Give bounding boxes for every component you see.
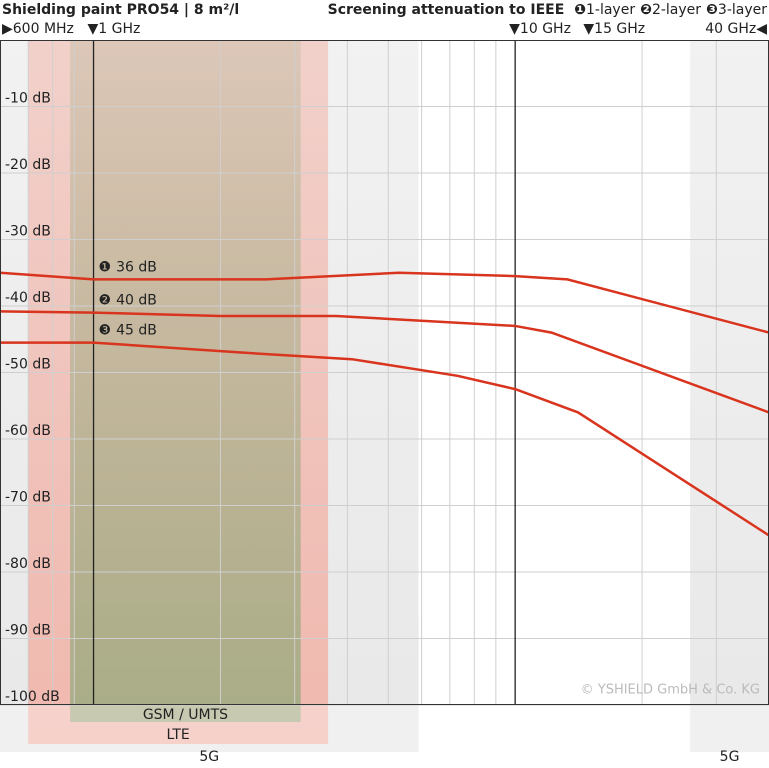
grid — [0, 40, 769, 706]
subtitle: Screening attenuation to IEEE — [328, 2, 565, 18]
legend-symbol: ❶ — [574, 2, 586, 18]
series-line — [0, 310, 769, 414]
y-tick-label: -10 dB — [5, 91, 51, 107]
x-tick-label: 40 GHz◀ — [705, 21, 767, 37]
band-label: 5G — [199, 749, 219, 765]
legend-symbol: ❷ — [640, 2, 652, 18]
y-tick-label: -100 dB — [5, 689, 60, 705]
x-tick-label: ▼1 GHz — [88, 21, 141, 37]
y-tick-label: -50 dB — [5, 357, 51, 373]
lines — [0, 271, 769, 537]
legend-label: 3-layer — [718, 2, 767, 18]
y-tick-label: -60 dB — [5, 423, 51, 439]
x-tick-label: ▼15 GHz — [583, 21, 645, 37]
band-label: 5G — [720, 749, 740, 765]
y-tick-label: -30 dB — [5, 224, 51, 240]
footer-bg — [0, 705, 769, 768]
legend-label: 1-layer — [586, 2, 635, 18]
legend: Screening attenuation to IEEE ❶1-layer ❷2… — [328, 2, 768, 18]
frequency-band — [70, 40, 301, 722]
annotation: ❶ 36 dB — [99, 259, 157, 275]
annotation-symbol: ❶ — [99, 259, 112, 275]
series-line — [0, 341, 769, 537]
legend-label: 2-layer — [652, 2, 701, 18]
x-tick-label: ▼10 GHz — [509, 21, 571, 37]
bands — [0, 40, 769, 768]
annotation-symbol: ❸ — [99, 323, 112, 339]
annotation-symbol: ❷ — [99, 293, 112, 309]
annotation-value: 36 dB — [116, 259, 157, 275]
series-line — [0, 271, 769, 334]
annotation: ❷ 40 dB — [99, 293, 157, 309]
y-tick-label: -20 dB — [5, 157, 51, 173]
annotation: ❸ 45 dB — [99, 323, 157, 339]
frequency-band — [690, 40, 769, 752]
legend-symbol: ❸ — [706, 2, 718, 18]
annotation-value: 45 dB — [116, 323, 157, 339]
annotation-value: 40 dB — [116, 293, 157, 309]
chart-title: Shielding paint PRO54 | 8 m²/l — [2, 2, 239, 18]
band-label: GSM / UMTS — [143, 707, 228, 723]
x-tick-label: ▶600 MHz — [2, 21, 74, 37]
y-tick-label: -40 dB — [5, 290, 51, 306]
band-label: LTE — [167, 727, 190, 743]
y-tick-label: -90 dB — [5, 623, 51, 639]
y-tick-label: -80 dB — [5, 556, 51, 572]
credit: © YSHIELD GmbH & Co. KG — [581, 683, 760, 698]
y-tick-label: -70 dB — [5, 490, 51, 506]
